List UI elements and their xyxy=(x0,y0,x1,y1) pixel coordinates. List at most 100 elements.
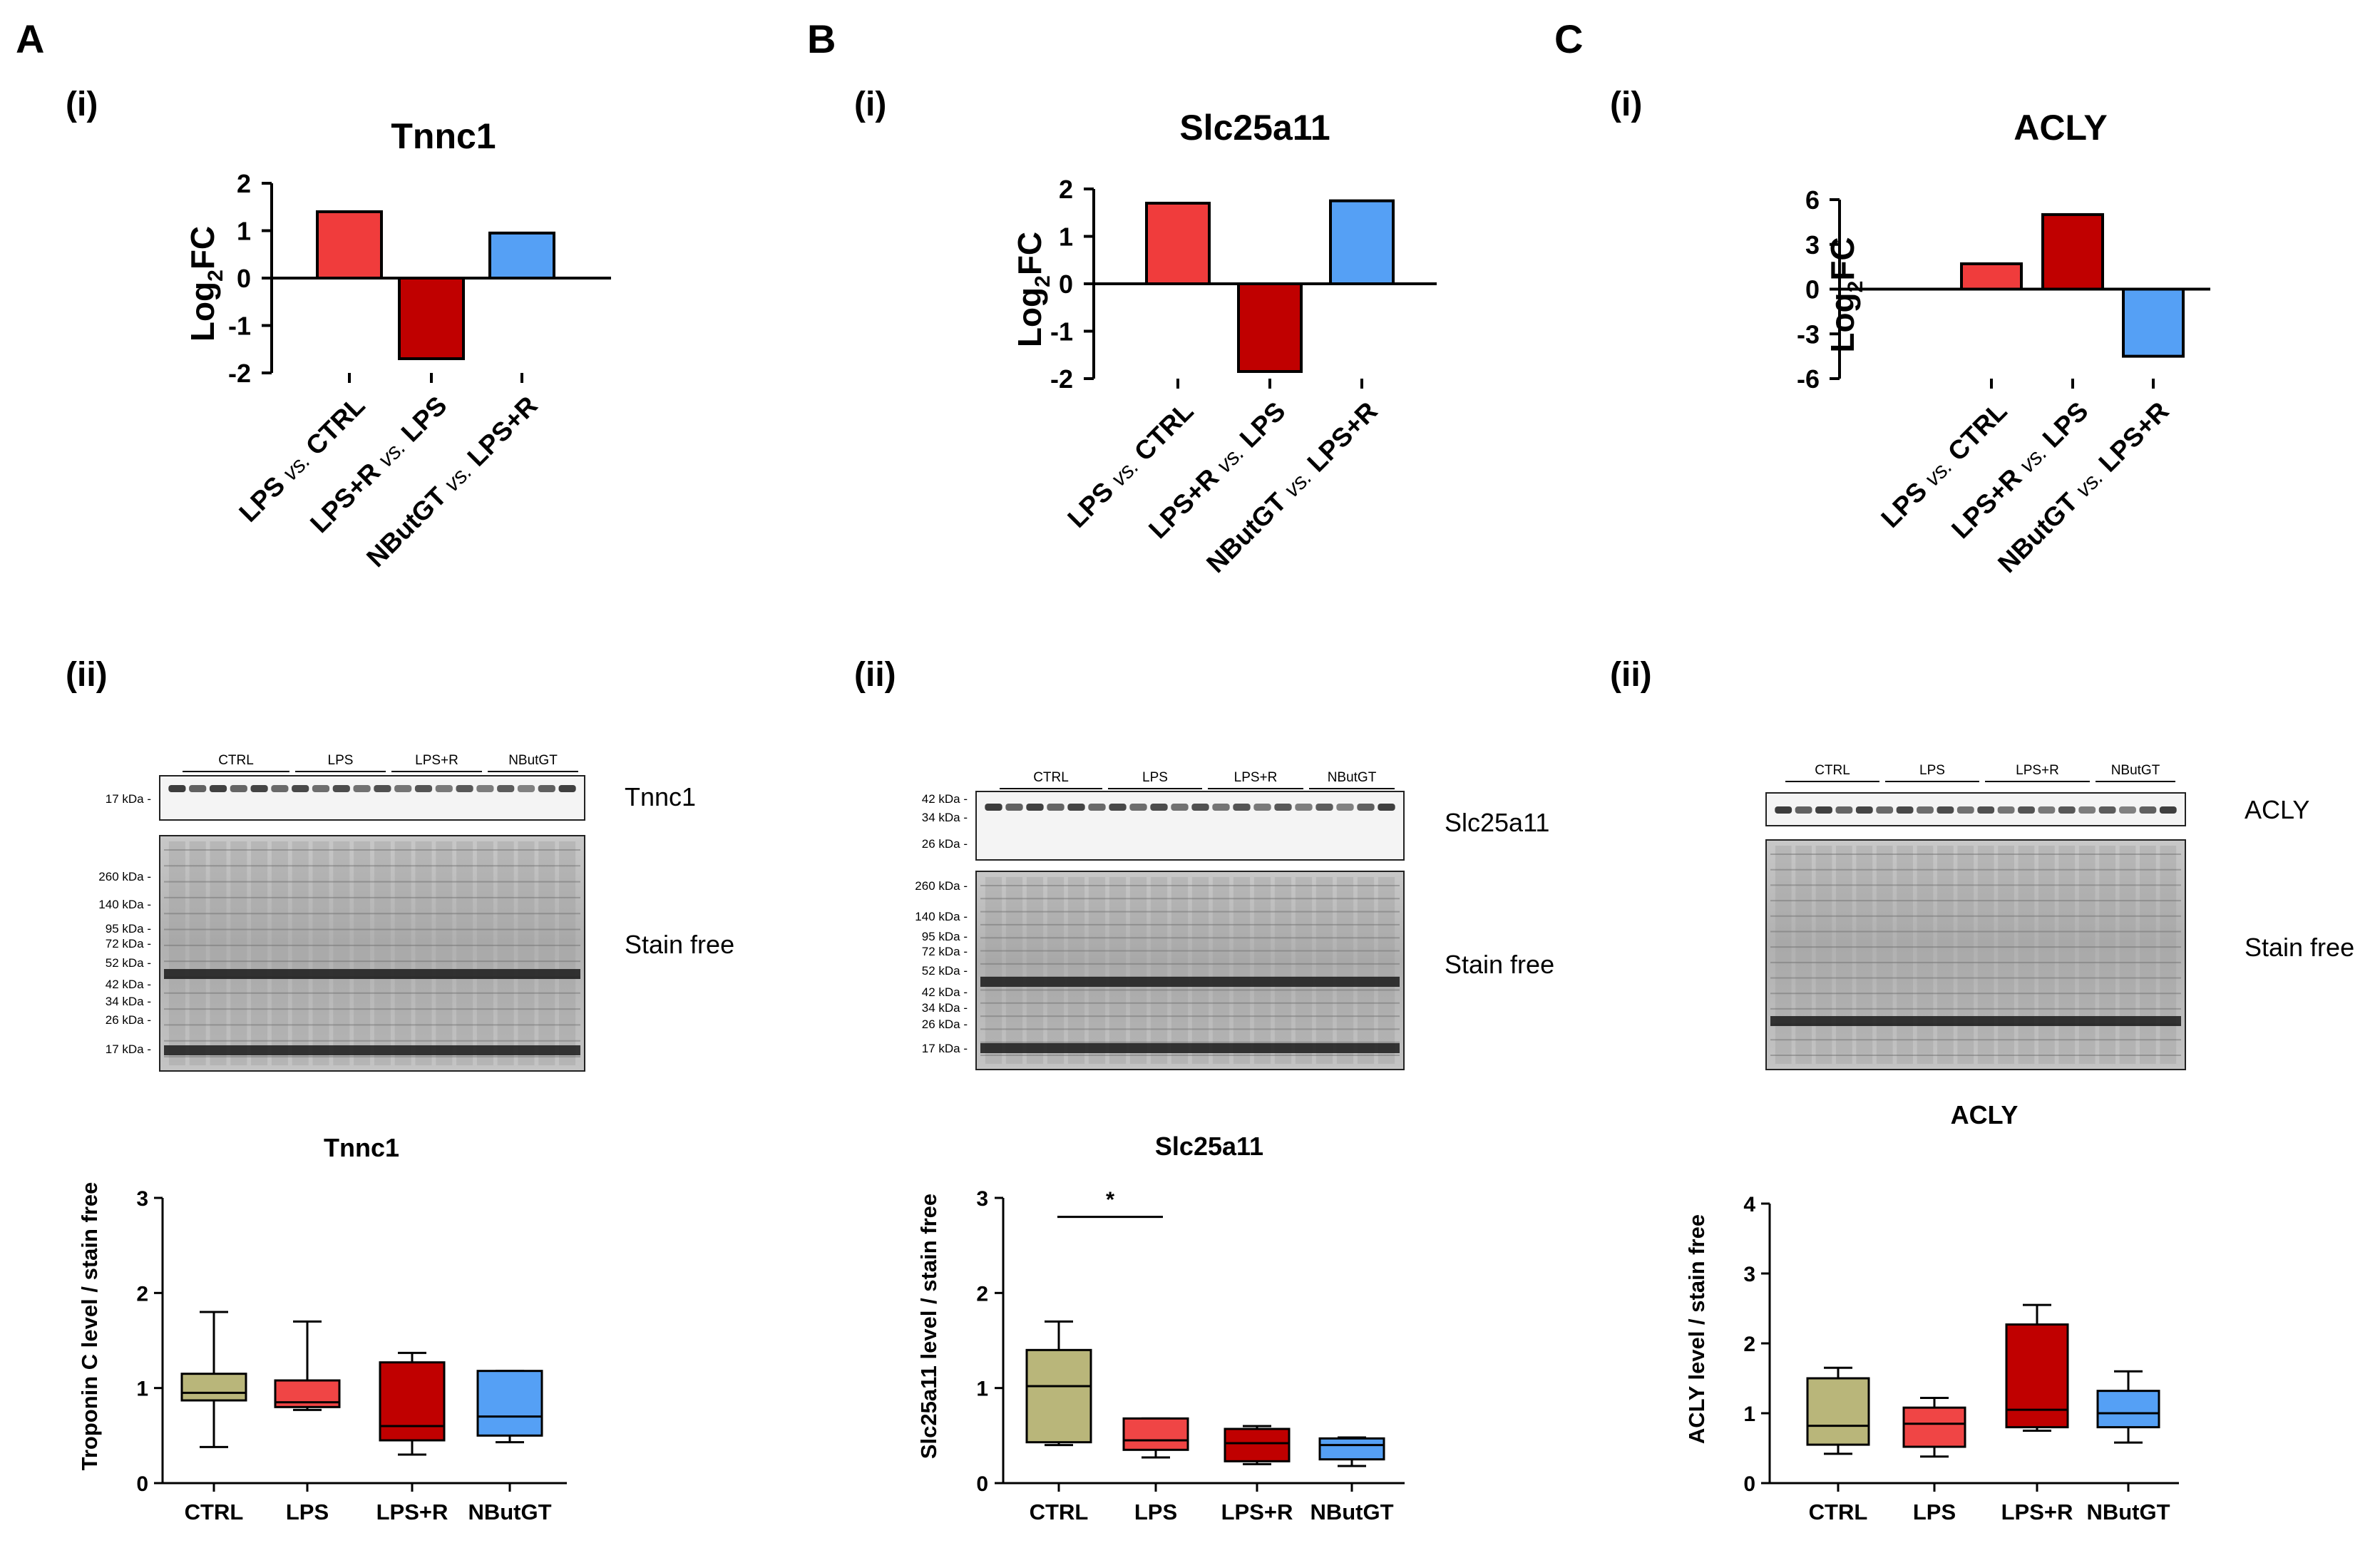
gel-lane xyxy=(1005,877,1023,1064)
target-band xyxy=(985,804,1002,811)
target-band xyxy=(230,785,247,792)
gel-lane xyxy=(1253,877,1271,1064)
gel-lane xyxy=(1088,877,1106,1064)
gel-lane xyxy=(497,841,514,1065)
target-band xyxy=(1775,806,1792,814)
gel-lane xyxy=(1233,877,1251,1064)
target-band xyxy=(209,785,227,792)
target-band xyxy=(2018,806,2035,814)
gel-lane xyxy=(436,841,453,1065)
gel-lane xyxy=(1856,846,1873,1064)
target-band xyxy=(1835,806,1853,814)
gel-lane xyxy=(1917,846,1934,1064)
y-tick-label: 1 xyxy=(136,1378,148,1401)
gel-lane xyxy=(1937,846,1954,1064)
y-tick-label: 2 xyxy=(1059,175,1073,204)
western-blot-slc25a11: CTRL LPS LPS+R NButGT 42 kDa - 34 kDa - 26 kDa… xyxy=(915,770,1554,1070)
gel-lane xyxy=(230,841,247,1065)
gel-lane xyxy=(2160,846,2177,1064)
y-tick-label: -2 xyxy=(228,359,251,388)
y-tick-label: 3 xyxy=(1805,230,1820,260)
lane-group-label: LPS+R xyxy=(2016,763,2059,778)
target-band xyxy=(1274,804,1292,811)
western-blot-acly: CTRL LPS LPS+R NButGT ACLY Stain free xyxy=(1765,763,2354,1070)
gel-lane xyxy=(985,877,1002,1064)
target-band xyxy=(292,785,309,792)
mw-marker-label: 52 kDa - xyxy=(106,956,151,970)
target-band xyxy=(2038,806,2056,814)
mw-marker-label: 26 kDa - xyxy=(922,837,968,851)
y-tick-label: 0 xyxy=(976,1472,988,1496)
mw-marker-label: 52 kDa - xyxy=(922,964,968,978)
target-protein-label: Tnnc1 xyxy=(625,782,696,811)
y-tick-label: 4 xyxy=(1743,1193,1755,1216)
box xyxy=(476,1370,543,1437)
target-band xyxy=(1191,804,1209,811)
gel-lane xyxy=(1047,877,1065,1064)
gel-lane xyxy=(2038,846,2055,1064)
stain-free-label: Stain free xyxy=(2245,933,2354,962)
target-band xyxy=(1233,804,1251,811)
chart-title: ACLY xyxy=(2014,108,2108,148)
target-protein-label: ACLY xyxy=(2245,795,2309,824)
gel-lane xyxy=(2140,846,2156,1064)
mw-marker-label: 260 kDa - xyxy=(98,870,151,883)
stain-free-gel xyxy=(975,871,1405,1070)
panel-a-sub-i: (i) xyxy=(66,86,98,123)
stain-free-label: Stain free xyxy=(625,930,734,959)
box xyxy=(1224,1427,1291,1462)
gel-lane xyxy=(251,841,268,1065)
gel-lane xyxy=(210,841,227,1065)
gel-lane xyxy=(271,841,288,1065)
y-tick-label: -2 xyxy=(1050,364,1073,394)
box xyxy=(2005,1323,2069,1429)
gel-lane xyxy=(1897,846,1913,1064)
stain-free-gel xyxy=(159,835,585,1072)
gel-lane xyxy=(1357,877,1375,1064)
gel-strong-band xyxy=(980,1043,1400,1053)
box xyxy=(1122,1417,1189,1451)
target-band xyxy=(250,785,268,792)
gel-lane xyxy=(1815,846,1832,1064)
mw-marker-label: 72 kDa - xyxy=(922,945,968,958)
y-tick-label: 3 xyxy=(136,1187,148,1211)
boxplot-acly: ACLY 4 3 2 1 0 ACLY level / stain free CTRL LPS L… xyxy=(1684,1100,2179,1524)
panel-letter-c: C xyxy=(1554,16,1583,61)
target-band xyxy=(1253,804,1271,811)
gel-lane xyxy=(1336,877,1354,1064)
gel-lane xyxy=(2119,846,2136,1064)
gel-lane xyxy=(1212,877,1230,1064)
gel-lane xyxy=(1067,877,1085,1064)
target-band xyxy=(1026,804,1044,811)
panel-b-sub-ii: (ii) xyxy=(854,656,896,694)
y-tick-label: 2 xyxy=(237,169,251,198)
target-band xyxy=(1295,804,1313,811)
gel-lane xyxy=(354,841,371,1065)
box xyxy=(180,1373,247,1402)
gel-lane xyxy=(394,841,411,1065)
mw-marker-label: 42 kDa - xyxy=(106,978,151,991)
x-category-label: LPS+R vs. LPS xyxy=(1946,396,2094,545)
target-band xyxy=(2058,806,2076,814)
gel-lane xyxy=(333,841,350,1065)
target-band xyxy=(2078,806,2096,814)
gel-lane xyxy=(538,841,555,1065)
mw-marker-label: 34 kDa - xyxy=(922,1001,968,1015)
gel-strong-band xyxy=(164,1045,580,1055)
target-band xyxy=(1357,804,1375,811)
gel-lane xyxy=(518,841,535,1065)
gel-lane xyxy=(1026,877,1044,1064)
gel-strong-band xyxy=(1770,1016,2181,1026)
stain-free-gel xyxy=(1765,839,2186,1070)
lane-group-label: NButGT xyxy=(1328,770,1377,785)
target-band xyxy=(2139,806,2157,814)
target-band xyxy=(312,785,330,792)
target-band xyxy=(353,785,371,792)
gel-lane xyxy=(2078,846,2096,1064)
target-band xyxy=(1378,804,1395,811)
bar xyxy=(488,231,555,280)
target-band xyxy=(271,785,289,792)
target-band xyxy=(2098,806,2116,814)
y-tick-label: 2 xyxy=(136,1282,148,1306)
target-band xyxy=(1088,804,1106,811)
